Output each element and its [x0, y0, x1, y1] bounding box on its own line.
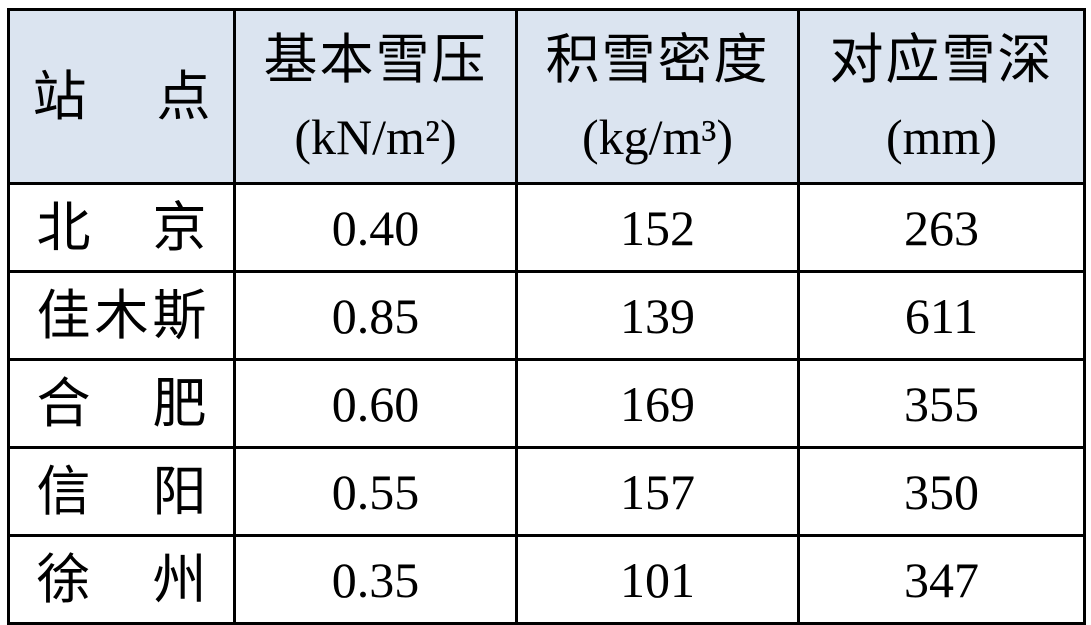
density-cell: 169 [515, 358, 800, 449]
pressure-value: 0.55 [331, 463, 420, 520]
depth-value: 347 [904, 551, 979, 608]
station-cell: 合 肥 [7, 358, 236, 449]
density-cell: 101 [515, 534, 800, 625]
density-cell: 157 [515, 446, 800, 537]
table-row-hefei: 合 肥 0.60 169 355 [7, 358, 1086, 449]
header-cell-snow-density: 积雪密度 (kg/m³) [515, 8, 800, 185]
header-cell-snow-depth: 对应雪深 (mm) [797, 8, 1086, 185]
header-snow-pressure-stack: 基本雪压 (kN/m²) [238, 13, 514, 181]
table-row-xinyang: 信 阳 0.55 157 350 [7, 446, 1086, 537]
density-value: 169 [620, 375, 695, 432]
pressure-value: 0.40 [331, 199, 420, 256]
header-row: 站 点 基本雪压 (kN/m²) 积雪密度 (kg/m³) 对 [7, 8, 1086, 185]
density-value: 101 [620, 551, 695, 608]
depth-value: 263 [904, 199, 979, 256]
depth-cell: 263 [797, 182, 1086, 273]
table-row-jiamusi: 佳木斯 0.85 139 611 [7, 270, 1086, 361]
pressure-cell: 0.85 [233, 270, 518, 361]
snow-data-table: 站 点 基本雪压 (kN/m²) 积雪密度 (kg/m³) 对 [7, 8, 1086, 625]
depth-cell: 347 [797, 534, 1086, 625]
pressure-cell: 0.60 [233, 358, 518, 449]
depth-value: 355 [904, 375, 979, 432]
depth-cell: 355 [797, 358, 1086, 449]
table-row-xuzhou: 徐 州 0.35 101 347 [7, 534, 1086, 625]
header-snow-pressure-unit: (kN/m²) [294, 108, 457, 165]
pressure-value: 0.60 [331, 375, 420, 432]
depth-value: 350 [904, 463, 979, 520]
station-name: 徐 州 [36, 549, 207, 610]
header-snow-depth-unit: (mm) [885, 108, 998, 165]
depth-value: 611 [904, 287, 979, 344]
pressure-cell: 0.35 [233, 534, 518, 625]
station-name: 信 阳 [36, 461, 207, 522]
header-station-label: 站 点 [32, 66, 211, 127]
density-value: 139 [620, 287, 695, 344]
pressure-cell: 0.55 [233, 446, 518, 537]
snow-table-figure: 站 点 基本雪压 (kN/m²) 积雪密度 (kg/m³) 对 [7, 8, 1086, 625]
header-cell-snow-pressure: 基本雪压 (kN/m²) [233, 8, 518, 185]
pressure-value: 0.85 [331, 287, 420, 344]
pressure-cell: 0.40 [233, 182, 518, 273]
pressure-value: 0.35 [331, 551, 420, 608]
header-snow-density-unit: (kg/m³) [581, 108, 734, 165]
station-name: 佳木斯 [36, 285, 207, 346]
header-cell-station: 站 点 [7, 8, 236, 185]
density-cell: 152 [515, 182, 800, 273]
depth-cell: 611 [797, 270, 1086, 361]
station-cell: 徐 州 [7, 534, 236, 625]
station-cell: 信 阳 [7, 446, 236, 537]
header-snow-density-stack: 积雪密度 (kg/m³) [520, 13, 796, 181]
header-snow-density-title: 积雪密度 [545, 29, 770, 90]
density-cell: 139 [515, 270, 800, 361]
station-cell: 北 京 [7, 182, 236, 273]
station-name: 合 肥 [36, 373, 207, 434]
table-row-beijing: 北 京 0.40 152 263 [7, 182, 1086, 273]
density-value: 157 [620, 463, 695, 520]
header-snow-pressure-title: 基本雪压 [263, 29, 488, 90]
station-name: 北 京 [36, 197, 207, 258]
station-cell: 佳木斯 [7, 270, 236, 361]
density-value: 152 [620, 199, 695, 256]
header-snow-depth-stack: 对应雪深 (mm) [802, 13, 1082, 181]
header-snow-depth-title: 对应雪深 [829, 29, 1054, 90]
depth-cell: 350 [797, 446, 1086, 537]
